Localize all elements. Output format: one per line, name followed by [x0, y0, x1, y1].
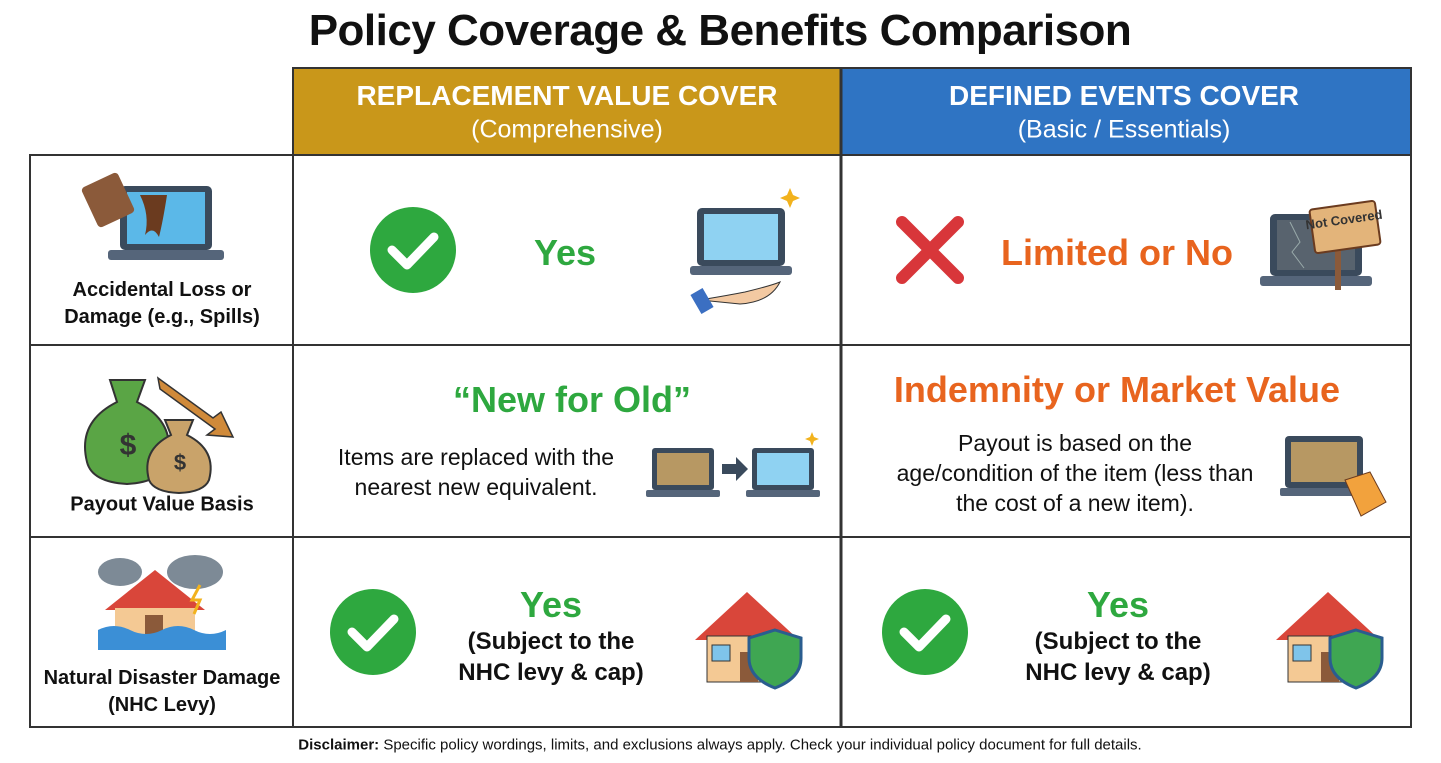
- cell-headline: Indemnity or Market Value: [893, 369, 1341, 410]
- column-subtitle: (Comprehensive): [471, 115, 663, 144]
- page-title: Policy Coverage & Benefits Comparison: [308, 6, 1132, 55]
- cell-text: Items are replaced with the nearest new …: [337, 444, 615, 500]
- house-icon: [695, 592, 803, 690]
- disclaimer: Disclaimer: Specific policy wordings, li…: [298, 737, 1141, 754]
- money-icon: $ $: [84, 376, 235, 495]
- check-icon: [330, 589, 416, 675]
- cell-headline: “New for Old”: [452, 379, 692, 420]
- cell-headline: Limited or No: [1001, 232, 1233, 273]
- broken-laptop-icon: [1260, 200, 1382, 290]
- check-icon: [370, 207, 456, 293]
- svg-text:$: $: [174, 450, 186, 475]
- row-label: Natural Disaster Damage (NHC Levy): [43, 667, 281, 716]
- cell-headline: Yes: [519, 584, 583, 625]
- header-bg: [293, 68, 841, 155]
- cell-text: (Subject to the NHC levy & cap): [1025, 628, 1211, 686]
- laptop-compare-icon: [646, 432, 820, 497]
- cell-text: (Subject to the NHC levy & cap): [458, 628, 644, 686]
- house-icon: [1276, 592, 1384, 690]
- disaster-icon: [98, 555, 226, 650]
- row-label: Accidental Loss or Damage (e.g., Spills): [64, 279, 260, 328]
- disclaimer-label: Disclaimer:: [298, 736, 380, 754]
- old-laptop-icon: [1280, 436, 1387, 517]
- svg-text:$: $: [120, 429, 137, 462]
- check-icon: [882, 589, 968, 675]
- grid: [29, 67, 1412, 728]
- cell-headline: Yes: [1086, 584, 1150, 625]
- disclaimer-text: Specific policy wordings, limits, and ex…: [383, 736, 1142, 754]
- laptop-icon: [690, 188, 800, 315]
- cell-text: Payout is based on the age/condition of …: [896, 430, 1254, 516]
- column-subtitle: (Basic / Essentials): [1017, 115, 1231, 144]
- row-label: Payout Value Basis: [70, 493, 254, 516]
- column-title: DEFINED EVENTS COVER: [948, 80, 1300, 111]
- column-title: REPLACEMENT VALUE COVER: [356, 80, 778, 111]
- header-bg: [841, 68, 1411, 155]
- cell-headline: Yes: [533, 232, 597, 273]
- x-icon: [896, 216, 964, 284]
- spill-icon: [81, 172, 224, 260]
